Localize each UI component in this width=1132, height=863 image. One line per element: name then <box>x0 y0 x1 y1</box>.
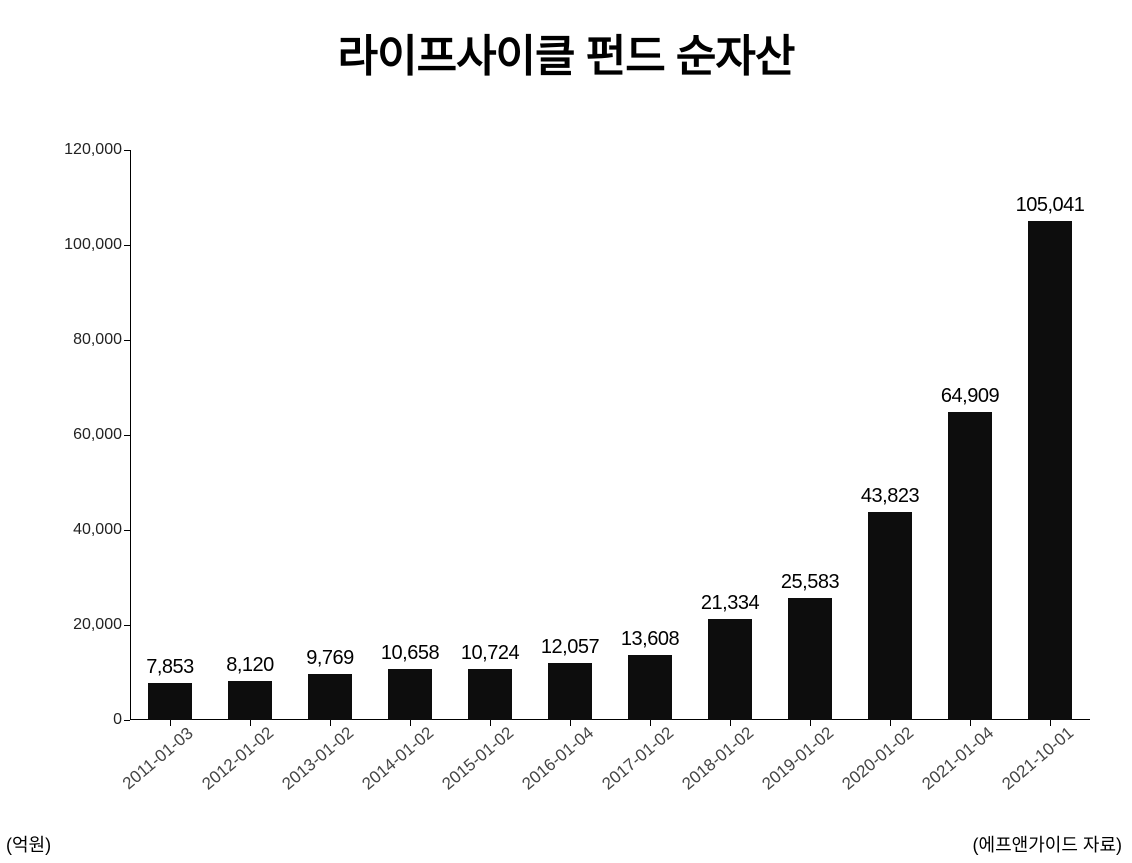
x-tick-label: 2011-01-03 <box>119 724 198 794</box>
bar-value-label: 25,583 <box>781 571 839 594</box>
x-tick-label: 2012-01-02 <box>198 723 277 794</box>
x-tick-label: 2017-01-02 <box>598 723 677 794</box>
chart-title: 라이프사이클 펀드 순자산 <box>0 20 1132 84</box>
bar <box>388 669 432 720</box>
x-tick-label: 2014-01-02 <box>358 723 437 794</box>
bar <box>308 674 352 720</box>
bar-value-label: 21,334 <box>701 592 759 615</box>
x-tick-mark <box>650 720 651 726</box>
bar-value-label: 10,724 <box>461 642 519 665</box>
bar <box>948 412 992 720</box>
y-tick-mark <box>124 150 130 151</box>
bar-value-label: 10,658 <box>381 642 439 665</box>
y-tick-label: 120,000 <box>64 141 122 159</box>
x-tick-mark <box>170 720 171 726</box>
x-tick-mark <box>330 720 331 726</box>
bar <box>228 681 272 720</box>
x-tick-mark <box>890 720 891 726</box>
x-tick-label: 2013-01-02 <box>278 723 357 794</box>
x-tick-label: 2021-01-04 <box>918 723 997 794</box>
plot-area: 020,00040,00060,00080,000100,000120,0007… <box>130 150 1090 720</box>
x-tick-mark <box>970 720 971 726</box>
x-tick-label: 2021-10-01 <box>998 723 1077 794</box>
x-tick-mark <box>410 720 411 726</box>
x-tick-mark <box>810 720 811 726</box>
y-tick-mark <box>124 720 130 721</box>
x-tick-mark <box>250 720 251 726</box>
y-tick-mark <box>124 435 130 436</box>
bar-value-label: 105,041 <box>1016 194 1085 217</box>
y-tick-label: 60,000 <box>73 426 122 444</box>
bar-value-label: 12,057 <box>541 636 599 659</box>
bar-value-label: 64,909 <box>941 385 999 408</box>
chart-area: 0 20,000 40,000 60,000 80,000 100,000 120,000 7… <box>30 120 1102 780</box>
bar-value-label: 9,769 <box>306 647 354 670</box>
x-axis-line <box>130 719 1090 720</box>
x-tick-label: 2020-01-02 <box>838 723 917 794</box>
x-tick-label: 2016-01-04 <box>518 723 597 794</box>
x-tick-mark <box>570 720 571 726</box>
y-tick-label: 100,000 <box>64 236 122 254</box>
footer-unit-label: (억원) <box>6 831 51 857</box>
y-tick-label: 80,000 <box>73 331 122 349</box>
y-tick-label: 20,000 <box>73 616 122 634</box>
bar <box>628 655 672 720</box>
bar <box>1028 221 1072 720</box>
y-tick-mark <box>124 625 130 626</box>
bar <box>148 683 192 720</box>
x-tick-mark <box>490 720 491 726</box>
footer-source-label: (에프앤가이드 자료) <box>973 831 1122 857</box>
y-tick-label: 0 <box>113 711 122 729</box>
x-tick-label: 2019-01-02 <box>758 723 837 794</box>
x-tick-label: 2018-01-02 <box>678 723 757 794</box>
y-tick-mark <box>124 340 130 341</box>
y-axis-line <box>130 150 131 720</box>
x-tick-mark <box>730 720 731 726</box>
bar-value-label: 7,853 <box>146 656 194 679</box>
bar <box>548 663 592 720</box>
y-tick-mark <box>124 245 130 246</box>
x-tick-label: 2015-01-02 <box>438 723 517 794</box>
bar <box>468 669 512 720</box>
bar-value-label: 8,120 <box>226 654 274 677</box>
x-tick-mark <box>1050 720 1051 726</box>
bar <box>788 598 832 720</box>
bar-value-label: 13,608 <box>621 628 679 651</box>
y-tick-label: 40,000 <box>73 521 122 539</box>
bar-value-label: 43,823 <box>861 485 919 508</box>
y-tick-mark <box>124 530 130 531</box>
bar <box>868 512 912 720</box>
bar <box>708 619 752 720</box>
